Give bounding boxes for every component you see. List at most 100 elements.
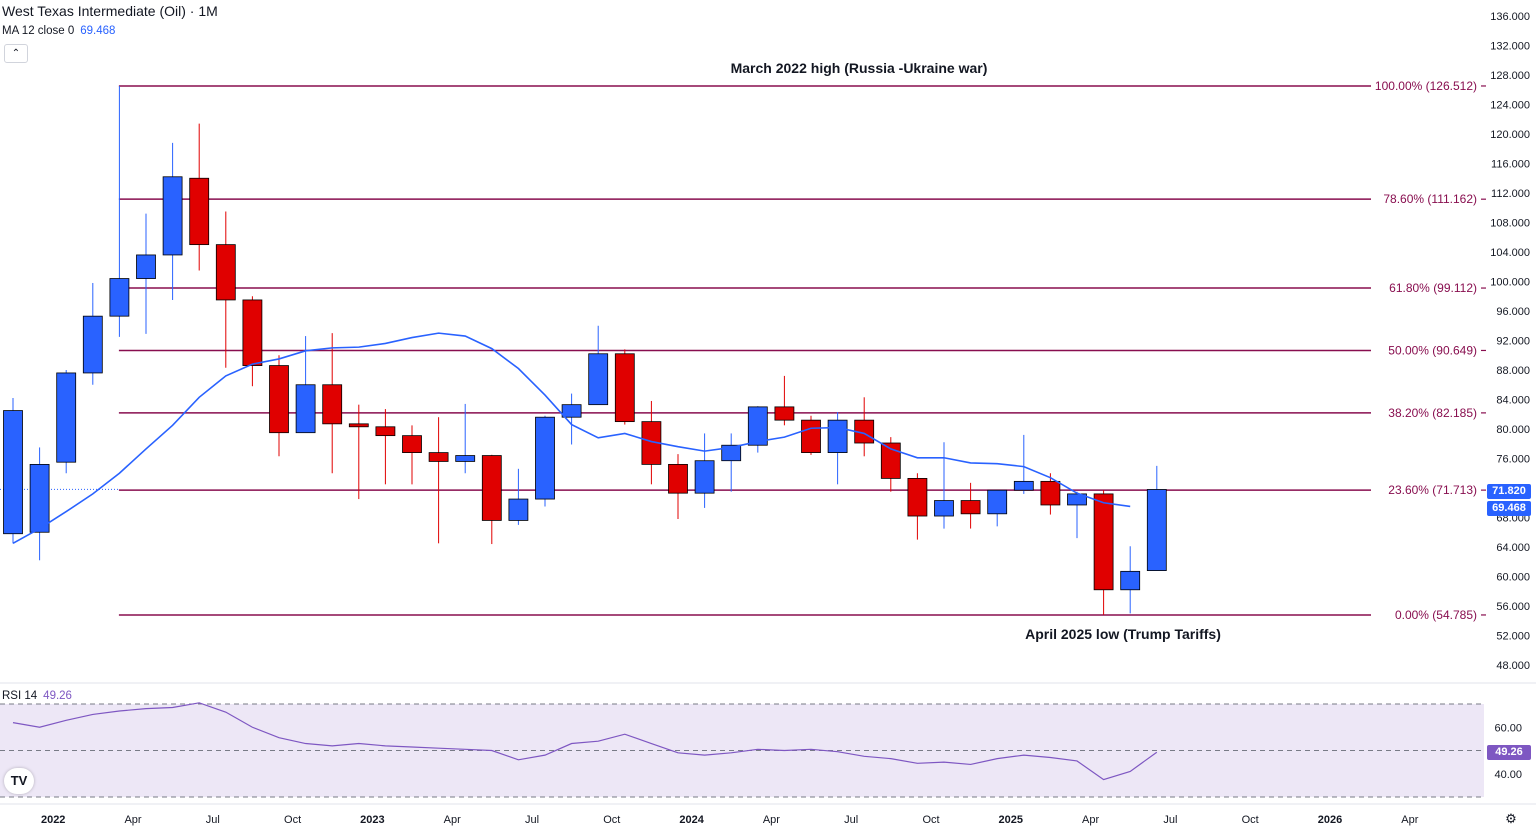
candle [1013, 434, 1034, 494]
candle-body [614, 353, 635, 423]
fib-level-label: 38.20% (82.185) [1388, 406, 1477, 420]
rsi-line [12, 702, 1158, 781]
candle-body [136, 254, 156, 279]
candle [481, 454, 502, 545]
candle [375, 409, 396, 485]
candle [561, 393, 582, 445]
candle [1093, 490, 1114, 615]
candle [428, 417, 449, 544]
candle [721, 433, 742, 492]
chevron-up-icon[interactable]: ⌃ [4, 44, 28, 63]
time-axis-tick: Apr [1082, 814, 1099, 826]
candle-body [1120, 570, 1141, 591]
candle [960, 482, 981, 529]
candle-body [295, 384, 316, 434]
tradingview-logo[interactable]: TV [4, 768, 34, 794]
price-axis-tick: 124.000 [1490, 100, 1530, 112]
time-axis-tick: 2026 [1318, 814, 1342, 826]
candle-body [29, 463, 50, 533]
candle-body [561, 404, 582, 418]
candle-body [535, 416, 555, 500]
ma-legend: MA 12 close 0 69.468 [2, 25, 115, 37]
candle-body [907, 478, 928, 517]
candle-body [747, 406, 768, 446]
candle [747, 406, 768, 453]
candle-body [215, 244, 236, 301]
last-price-tag: 71.820 [1487, 484, 1531, 499]
candle-body [880, 442, 901, 479]
price-axis-tick: 136.000 [1490, 11, 1530, 23]
time-axis-tick: 2023 [360, 814, 384, 826]
annotation-march-2022-high: March 2022 high (Russia -Ukraine war) [731, 60, 988, 76]
price-axis-tick: 128.000 [1490, 70, 1530, 82]
candle [508, 468, 529, 525]
candle-body [1013, 480, 1034, 491]
candle [3, 398, 23, 544]
rsi-axis-tick: 40.00 [1494, 769, 1522, 781]
ma-legend-label: MA 12 close 0 [2, 25, 75, 37]
ma-line [12, 332, 1131, 545]
time-axis-tick: Jul [525, 814, 539, 826]
candle [1040, 473, 1061, 515]
candle-body [668, 463, 688, 494]
fib-level-label: 23.60% (71.713) [1388, 483, 1477, 497]
time-axis-tick: Oct [922, 814, 939, 826]
candle-body [242, 299, 263, 366]
time-axis-tick: Jul [1163, 814, 1177, 826]
candle [535, 415, 555, 507]
time-axis-tick: 2025 [999, 814, 1023, 826]
time-axis-tick: Apr [444, 814, 461, 826]
time-axis-tick: Jul [844, 814, 858, 826]
candle [880, 437, 901, 492]
candle-body [827, 419, 848, 453]
candle-body [987, 489, 1008, 515]
candle [136, 213, 156, 334]
candle [827, 412, 848, 485]
candle-body [269, 365, 289, 434]
candle [322, 333, 343, 474]
candle [56, 370, 77, 474]
candle-body [428, 452, 449, 462]
candle-body [774, 406, 795, 421]
candle-body [348, 423, 369, 428]
time-axis-tick: Oct [284, 814, 301, 826]
candle-body [402, 435, 422, 454]
candle [82, 282, 103, 385]
price-axis-tick: 52.000 [1496, 631, 1530, 643]
candle [774, 375, 795, 426]
candle-body [109, 278, 130, 317]
candle-body [56, 372, 77, 463]
rsi-legend-label: RSI 14 [2, 690, 38, 702]
ma-legend-value: 69.468 [80, 25, 116, 37]
candle [1067, 491, 1087, 539]
candle-body [1040, 480, 1061, 506]
candle-body [508, 498, 529, 521]
gear-icon[interactable]: ⚙ [1505, 811, 1517, 826]
candle-body [189, 177, 210, 246]
candle-body [481, 455, 502, 521]
candle-body [1093, 493, 1114, 591]
candle [668, 454, 688, 519]
candle-body [721, 444, 742, 462]
ma-value-tag: 69.468 [1487, 501, 1531, 516]
candle-body [1146, 489, 1167, 572]
time-axis-tick: 2022 [41, 814, 65, 826]
candle-body [960, 500, 981, 515]
candle-body [162, 176, 183, 256]
time-axis-tick: Oct [1242, 814, 1259, 826]
candle-body [3, 410, 23, 535]
candle [1120, 546, 1141, 614]
rsi-legend: RSI 14 49.26 [2, 690, 72, 702]
fib-level-label: 50.00% (90.649) [1388, 343, 1477, 357]
rsi-value-tag: 49.26 [1487, 745, 1531, 760]
fib-level-label: 0.00% (54.785) [1395, 608, 1477, 622]
candle [694, 433, 715, 508]
price-axis-tick: 112.000 [1491, 188, 1530, 200]
fib-level-label: 78.60% (111.162) [1383, 192, 1477, 206]
candle [162, 142, 183, 300]
candle [348, 404, 369, 500]
candle [109, 86, 130, 337]
price-axis-tick: 132.000 [1490, 41, 1530, 53]
candle [854, 397, 875, 457]
